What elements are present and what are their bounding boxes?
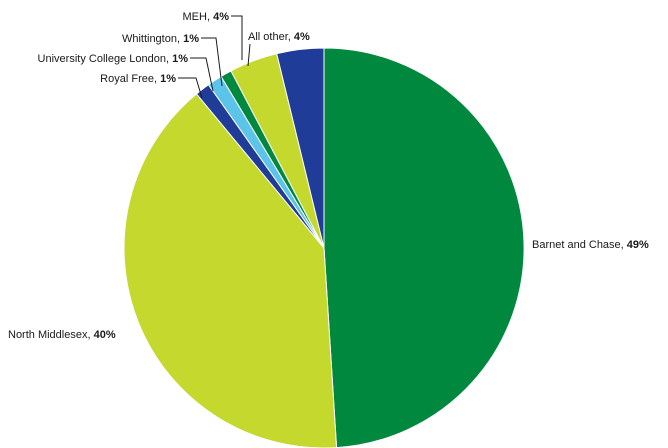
slice-label-whittington: Whittington, 1% xyxy=(122,33,199,45)
slice-label-all-other: All other, 4% xyxy=(248,31,310,43)
pie-slice-barnet-and-chase xyxy=(323,47,525,448)
slice-label-meh: MEH, 4% xyxy=(183,11,230,23)
leader-line-meh xyxy=(231,15,243,60)
pie-slices xyxy=(123,47,525,448)
pie-slice-all-other xyxy=(276,47,325,249)
slice-label-royal-free: Royal Free, 1% xyxy=(100,73,176,85)
slice-label-university-college-london: University College London, 1% xyxy=(38,53,189,65)
leader-line-whittington xyxy=(201,37,223,87)
slice-label-north-middlesex: North Middlesex, 40% xyxy=(8,329,116,341)
leader-line-royal-free xyxy=(178,77,203,99)
leader-line-all-other xyxy=(247,43,251,67)
leader-line-university-college-london xyxy=(190,57,214,92)
label-leader-lines xyxy=(178,15,251,99)
slice-label-barnet-and-chase: Barnet and Chase, 49% xyxy=(532,239,649,251)
pie-slice-north-middlesex xyxy=(123,93,338,448)
